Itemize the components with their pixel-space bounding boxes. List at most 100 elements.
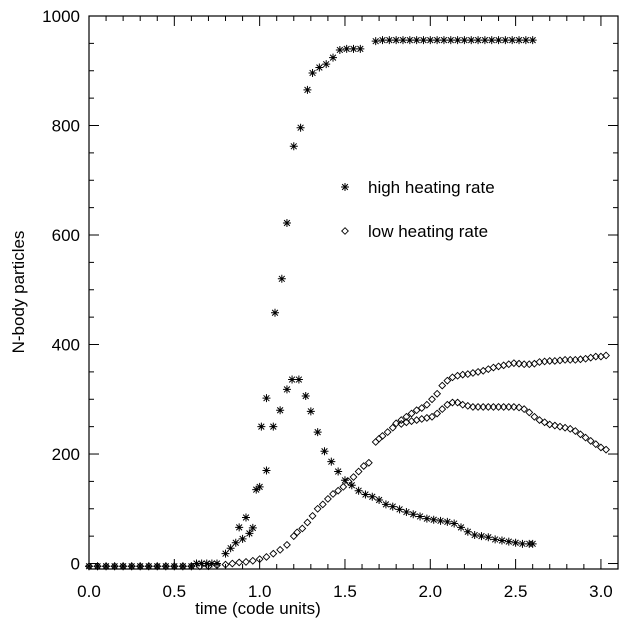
asterisk-point-glyph (484, 533, 493, 542)
asterisk-point (119, 562, 128, 571)
asterisk-point (349, 44, 358, 53)
asterisk-point (301, 391, 310, 400)
diamond-point (344, 477, 353, 486)
asterisk-point (202, 559, 211, 568)
asterisk-point (296, 123, 305, 132)
asterisk-point-glyph (301, 391, 310, 400)
diamond-point (586, 436, 595, 445)
asterisk-point-glyph (508, 36, 517, 45)
diamond-point (262, 553, 271, 561)
asterisk-point-glyph (515, 36, 524, 45)
diamond-point (144, 562, 153, 571)
diamond-point (453, 398, 462, 407)
asterisk-point-glyph (276, 406, 285, 415)
asterisk-point (282, 218, 291, 227)
diamond-point (433, 389, 442, 398)
asterisk-point-glyph (327, 457, 336, 466)
asterisk-point (347, 481, 356, 490)
asterisk-point (521, 36, 530, 45)
diamond-point (412, 406, 421, 415)
diamond-point (438, 381, 447, 390)
diamond-point (313, 504, 322, 513)
x-tick-label: 2.0 (418, 582, 442, 601)
diamond-point (359, 462, 368, 471)
diamond-point (303, 518, 312, 527)
diamond-point (235, 558, 244, 567)
asterisk-point (395, 505, 404, 514)
asterisk-point-glyph (192, 559, 201, 568)
diamond-point (463, 401, 472, 410)
asterisk-point (501, 36, 510, 45)
diamond-point (443, 400, 452, 409)
asterisk-point-glyph (491, 535, 500, 544)
series-low-heating-rate (85, 351, 610, 571)
diamond-point (479, 402, 488, 411)
asterisk-point (257, 422, 266, 431)
asterisk-point (511, 538, 520, 547)
x-tick-label: 1.0 (248, 582, 272, 601)
diamond-point (349, 473, 358, 481)
asterisk-point (419, 36, 428, 45)
diamond-point (525, 408, 534, 417)
diamond-point (269, 549, 278, 558)
diamond-point (388, 423, 397, 432)
diamond-point (213, 561, 221, 570)
asterisk-point-glyph (439, 36, 448, 45)
asterisk-point (467, 36, 476, 45)
asterisk-point-glyph (402, 508, 411, 517)
asterisk-point-glyph (419, 36, 428, 45)
x-tick-label: 1.5 (333, 582, 357, 601)
asterisk-point (306, 407, 315, 416)
asterisk-point-glyph (235, 523, 244, 532)
asterisk-point-glyph (381, 500, 390, 509)
diamond-point (397, 416, 406, 425)
diamond-point (535, 416, 544, 425)
asterisk-point (153, 562, 162, 571)
asterisk-point-glyph (178, 562, 187, 571)
asterisk-point (460, 36, 469, 45)
legend-marker-high-heating-rate (341, 183, 349, 191)
diamond-point (509, 359, 518, 368)
diamond-point (308, 511, 317, 520)
asterisk-point (110, 562, 119, 571)
diamond-point (540, 418, 549, 427)
diamond-point (602, 351, 610, 360)
asterisk-point-glyph (511, 538, 520, 547)
asterisk-point (402, 508, 411, 517)
asterisk-point-glyph (313, 428, 322, 437)
asterisk-point-glyph (187, 562, 196, 571)
asterisk-point (381, 500, 390, 509)
asterisk-point-glyph (294, 375, 303, 384)
asterisk-point-glyph (349, 44, 358, 53)
asterisk-point-glyph (470, 531, 479, 540)
asterisk-point (484, 533, 493, 542)
diamond-point (561, 355, 570, 364)
asterisk-point (368, 492, 377, 501)
asterisk-point-glyph (467, 36, 476, 45)
asterisk-point-glyph (241, 513, 250, 522)
x-axis-title: time (code units) (195, 599, 321, 618)
asterisk-point-glyph (342, 44, 351, 53)
asterisk-point (508, 36, 517, 45)
diamond-point (591, 352, 600, 361)
asterisk-point (528, 539, 537, 548)
asterisk-point-glyph (395, 505, 404, 514)
asterisk-point (102, 562, 111, 571)
asterisk-point-glyph (252, 485, 261, 494)
asterisk-point-glyph (463, 527, 472, 536)
asterisk-point-glyph (371, 37, 380, 46)
asterisk-point (378, 36, 387, 45)
diamond-point (407, 409, 416, 418)
diamond-point (596, 443, 605, 452)
diamond-point (383, 428, 392, 437)
asterisk-point (375, 496, 384, 505)
diamond-point (283, 540, 291, 549)
asterisk-point (231, 538, 240, 547)
plot-frame (88, 15, 619, 570)
asterisk-point (515, 36, 524, 45)
diamond-point (289, 532, 298, 541)
asterisk-point-glyph (356, 44, 365, 53)
asterisk-point-glyph (409, 510, 418, 519)
